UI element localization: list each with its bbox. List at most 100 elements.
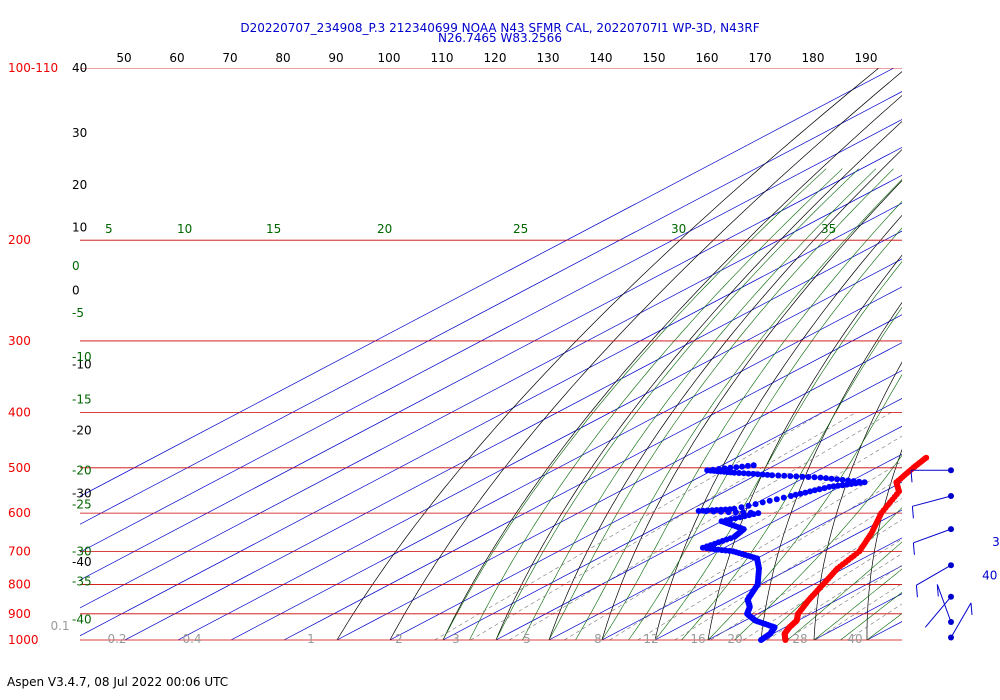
dewpoint-point bbox=[754, 471, 761, 478]
mixing-ratio-label: 5 bbox=[523, 632, 531, 646]
mixing-ratio-line bbox=[847, 603, 902, 641]
dry-adiabat-label: 100 bbox=[378, 51, 401, 65]
isotherm-line bbox=[442, 398, 902, 641]
wind-barb-feather bbox=[915, 585, 918, 598]
mixing-ratio-label: 2 bbox=[395, 632, 403, 646]
sounding-profiles bbox=[695, 454, 930, 643]
wind-barb-staff bbox=[924, 596, 952, 628]
moist-adiabat-line bbox=[575, 179, 902, 641]
dewpoint-point bbox=[828, 475, 835, 482]
pressure-label: 900 bbox=[8, 607, 31, 621]
isotherm-label: 30 bbox=[992, 535, 1000, 549]
isotherm-line bbox=[283, 314, 902, 641]
moist-adiabat-label: 30 bbox=[671, 222, 686, 236]
dewpoint-point bbox=[755, 510, 762, 517]
dewpoint-point bbox=[715, 466, 722, 472]
dewpoint-point bbox=[704, 507, 711, 514]
diagram-grid bbox=[80, 68, 1000, 641]
dewpoint-point bbox=[727, 506, 733, 513]
dry-adiabat-label: 110 bbox=[431, 51, 454, 65]
dry-adiabat-label: 40 bbox=[72, 61, 87, 75]
dry-adiabat-label: 70 bbox=[222, 51, 237, 65]
moist-adiabat-line bbox=[654, 261, 902, 641]
dewpoint-point bbox=[826, 483, 833, 490]
dewpoint-point bbox=[759, 499, 766, 506]
dry-adiabat-label: 0 bbox=[72, 284, 80, 298]
moist-adiabat-label: 15 bbox=[266, 222, 281, 236]
wind-barb-staff bbox=[950, 602, 972, 638]
moist-adiabat-line bbox=[469, 168, 843, 641]
dewpoint-point bbox=[811, 474, 818, 481]
dry-adiabat-label: 80 bbox=[275, 51, 290, 65]
moist-adiabat-line bbox=[601, 200, 902, 641]
isotherm-line bbox=[973, 68, 1000, 640]
dewpoint-point bbox=[780, 494, 787, 501]
isotherm-line bbox=[336, 342, 902, 641]
isotherm-line bbox=[920, 68, 1000, 640]
dewpoint-point bbox=[737, 514, 743, 521]
moist-adiabat-label: 10 bbox=[177, 222, 192, 236]
dry-adiabat-label: 50 bbox=[116, 51, 131, 65]
dewpoint-point bbox=[856, 478, 863, 485]
dry-adiabat-label: 130 bbox=[537, 51, 560, 65]
isotherm-line bbox=[124, 230, 902, 641]
dewpoint-point bbox=[839, 482, 846, 489]
isotherm-line bbox=[601, 481, 902, 641]
dewpoint-point bbox=[745, 470, 752, 477]
wind-barb-staff bbox=[913, 528, 952, 544]
mixing-ratio-label: 0.4 bbox=[182, 632, 201, 646]
dry-adiabat-line bbox=[442, 95, 902, 641]
isotherm-line bbox=[654, 509, 902, 641]
mixing-ratio-label: 28 bbox=[792, 632, 807, 646]
moist-adiabat-line bbox=[681, 306, 902, 641]
dewpoint-point bbox=[764, 471, 771, 478]
isotherm-line bbox=[866, 621, 902, 641]
dewpoint-point bbox=[861, 479, 868, 486]
dry-adiabat-label: 180 bbox=[802, 51, 825, 65]
isotherm-line bbox=[80, 68, 894, 497]
dry-adiabat-label: 140 bbox=[590, 51, 613, 65]
isotherm-line bbox=[389, 370, 902, 641]
isotherm-line bbox=[80, 119, 902, 553]
dry-adiabat-label: 20 bbox=[72, 178, 87, 192]
isotherm-line bbox=[80, 202, 902, 637]
dry-adiabat-label: 90 bbox=[328, 51, 343, 65]
wind-barb-feather bbox=[910, 470, 913, 483]
mixing-ratio-line bbox=[609, 460, 902, 641]
dewpoint-point bbox=[722, 506, 729, 513]
pressure-label: 100-110 bbox=[8, 61, 58, 75]
dry-adiabat-label: 120 bbox=[484, 51, 507, 65]
moist-adiabat-line bbox=[628, 227, 902, 641]
axis-labels: 100-1102003004005006007008009001000-100-… bbox=[8, 51, 1000, 647]
moist-adiabat-line bbox=[840, 591, 902, 641]
moist-adiabat-line bbox=[548, 168, 894, 641]
dewpoint-point bbox=[793, 473, 800, 480]
moist-adiabat-label: 25 bbox=[513, 222, 528, 236]
dewpoint-point bbox=[744, 462, 751, 469]
moist-adiabat-line bbox=[707, 374, 902, 641]
dewpoint-point bbox=[710, 466, 716, 473]
dewpoint-point bbox=[750, 462, 757, 469]
isotherm-line bbox=[80, 174, 902, 609]
pressure-label: 600 bbox=[8, 506, 31, 520]
pressure-label: 700 bbox=[8, 544, 31, 558]
moist-adiabat-line bbox=[787, 541, 902, 641]
dewpoint-point bbox=[727, 516, 734, 523]
chart-title: D20220707_234908_P.3 212340699 NOAA N43 … bbox=[240, 21, 759, 35]
mixing-ratio-label: 12 bbox=[643, 632, 658, 646]
dewpoint-point bbox=[733, 464, 740, 471]
moist-adiabat-label: -40 bbox=[72, 612, 92, 626]
temperature-point bbox=[923, 454, 930, 461]
isotherm-line bbox=[548, 453, 902, 641]
dry-adiabat-line bbox=[336, 68, 880, 641]
moist-adiabat-line bbox=[734, 454, 902, 641]
wind-barbs bbox=[910, 467, 973, 641]
moist-adiabat-label: -5 bbox=[72, 306, 84, 320]
dry-adiabat-line bbox=[919, 68, 1000, 640]
moist-adiabat-line bbox=[813, 568, 902, 641]
dewpoint-point bbox=[799, 473, 806, 480]
wind-barb-staff bbox=[912, 495, 952, 507]
moist-adiabat-label: -35 bbox=[72, 574, 92, 588]
dry-adiabat-label: 170 bbox=[749, 51, 772, 65]
moist-adiabat-label: 20 bbox=[377, 222, 392, 236]
